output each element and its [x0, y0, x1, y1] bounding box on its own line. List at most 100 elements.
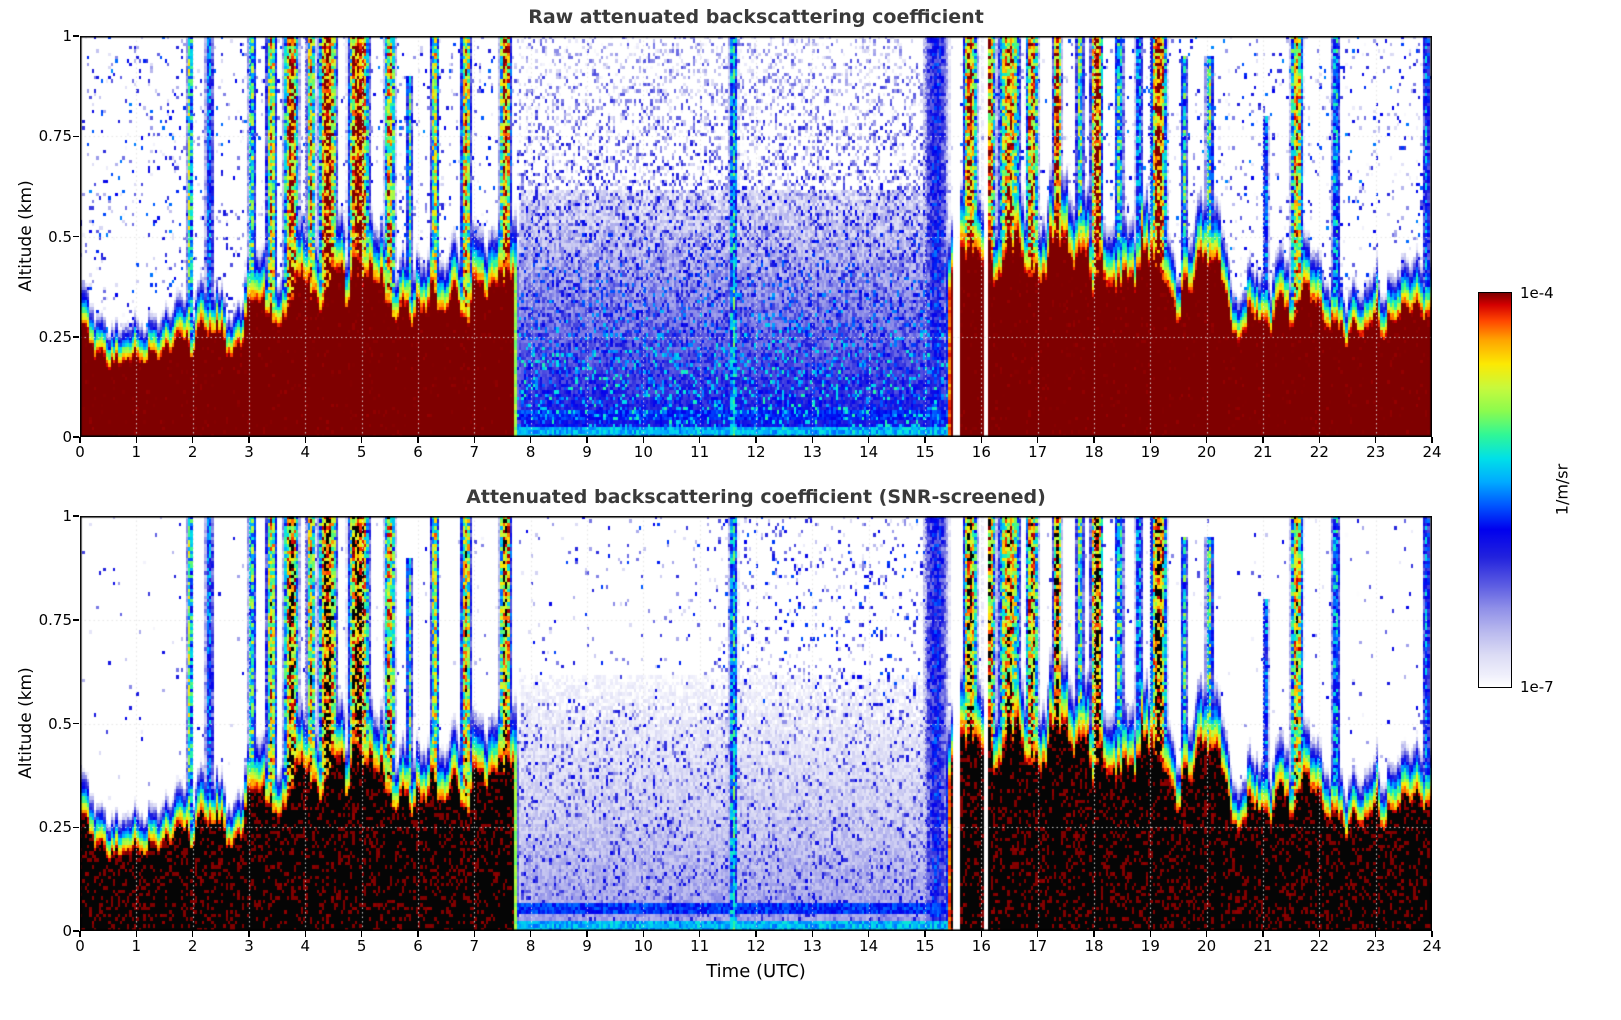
x-tick: [1205, 437, 1208, 443]
x-tick: [924, 437, 926, 443]
y-tick: [73, 235, 79, 238]
x-tick-label: 11: [690, 443, 710, 461]
x-tick: [980, 437, 983, 443]
x-tick: [1036, 931, 1039, 937]
x-tick-label: 12: [746, 937, 766, 955]
x-tick: [191, 931, 194, 937]
y-tick-label: 0: [62, 922, 72, 940]
x-tick: [1262, 931, 1264, 937]
x-tick: [586, 931, 588, 937]
x-tick-label: 9: [582, 443, 592, 461]
x-tick-label: 5: [356, 937, 367, 955]
x-tick-label: 1: [131, 937, 142, 955]
x-tick-label: 7: [469, 443, 480, 461]
y-tick-label: 0.25: [38, 818, 72, 837]
x-tick-label: 2: [187, 937, 198, 955]
x-tick: [529, 931, 532, 937]
x-tick-label: 4: [300, 937, 311, 955]
x-tick: [867, 437, 870, 443]
y-tick: [73, 35, 79, 37]
x-tick: [529, 437, 532, 443]
x-tick-label: 22: [1309, 443, 1329, 461]
x-tick-label: 7: [469, 937, 480, 955]
y-tick-label: 0.5: [48, 714, 72, 733]
x-tick: [1036, 437, 1039, 443]
x-tick: [1262, 437, 1264, 443]
x-tick: [1149, 931, 1152, 937]
y-tick-label: 1: [62, 27, 72, 45]
x-tick-label: 17: [1028, 937, 1048, 955]
x-tick: [1374, 931, 1377, 937]
colorbar-gradient: [1478, 292, 1512, 688]
x-tick: [811, 931, 814, 937]
colorbar-min-label: 1e-7: [1520, 678, 1554, 696]
y-tick: [73, 619, 79, 621]
x-tick: [642, 437, 645, 443]
x-tick-label: 15: [915, 937, 935, 955]
x-tick: [360, 931, 363, 937]
x-tick-label: 8: [525, 443, 536, 461]
x-tick: [755, 931, 757, 937]
y-tick: [73, 826, 79, 828]
x-tick-label: 24: [1422, 937, 1442, 955]
x-tick-label: 3: [244, 937, 254, 955]
y-tick-label: 0.75: [38, 127, 72, 146]
x-tick-label: 14: [859, 937, 879, 955]
x-tick-label: 4: [300, 443, 311, 461]
x-tick: [980, 931, 983, 937]
x-tick: [79, 437, 81, 443]
x-tick-label: 20: [1197, 937, 1217, 955]
x-tick: [586, 437, 588, 443]
x-tick: [135, 437, 138, 443]
x-tick-label: 22: [1309, 937, 1329, 955]
x-tick-label: 11: [690, 937, 710, 955]
colorbar-max-label: 1e-4: [1520, 284, 1554, 302]
x-tick-label: 18: [1084, 937, 1104, 955]
x-tick: [1431, 437, 1433, 443]
x-tick: [417, 931, 419, 937]
x-tick-label: 8: [525, 937, 536, 955]
x-tick: [191, 437, 194, 443]
x-tick: [1093, 437, 1095, 443]
x-tick-label: 13: [802, 443, 822, 461]
x-tick: [924, 931, 926, 937]
x-tick: [1093, 931, 1095, 937]
x-tick: [304, 437, 307, 443]
x-tick-label: 5: [356, 443, 367, 461]
y-tick: [73, 930, 79, 932]
x-tick-label: 1: [131, 443, 142, 461]
x-tick-label: 18: [1084, 443, 1104, 461]
y-tick-label: 0.5: [48, 227, 72, 246]
raw-heatmap-canvas: [80, 36, 1432, 437]
x-tick: [642, 931, 645, 937]
x-tick-label: 17: [1028, 443, 1048, 461]
x-tick: [473, 931, 476, 937]
x-tick-label: 21: [1253, 937, 1273, 955]
x-tick: [248, 437, 250, 443]
x-tick-label: 19: [1140, 443, 1160, 461]
x-axis-label: Time (UTC): [706, 961, 806, 982]
x-tick: [698, 931, 701, 937]
y-tick-label: 0.25: [38, 327, 72, 346]
x-tick-label: 13: [802, 937, 822, 955]
x-tick: [304, 931, 307, 937]
x-tick: [1318, 437, 1321, 443]
x-tick: [1431, 931, 1433, 937]
x-tick: [248, 931, 250, 937]
x-tick-label: 10: [633, 443, 653, 461]
y-tick-label: 1: [62, 507, 72, 525]
x-tick-label: 10: [633, 937, 653, 955]
x-tick: [755, 437, 757, 443]
colorbar-unit-label: 1/m/sr: [1552, 463, 1572, 516]
x-tick-label: 6: [413, 937, 423, 955]
x-tick-label: 19: [1140, 937, 1160, 955]
y-tick: [73, 336, 79, 338]
y-tick: [73, 135, 79, 137]
x-tick: [79, 931, 81, 937]
y-tick: [73, 515, 79, 517]
x-tick-label: 9: [582, 937, 592, 955]
x-tick: [1374, 437, 1377, 443]
x-tick-label: 14: [859, 443, 879, 461]
x-tick: [698, 437, 701, 443]
